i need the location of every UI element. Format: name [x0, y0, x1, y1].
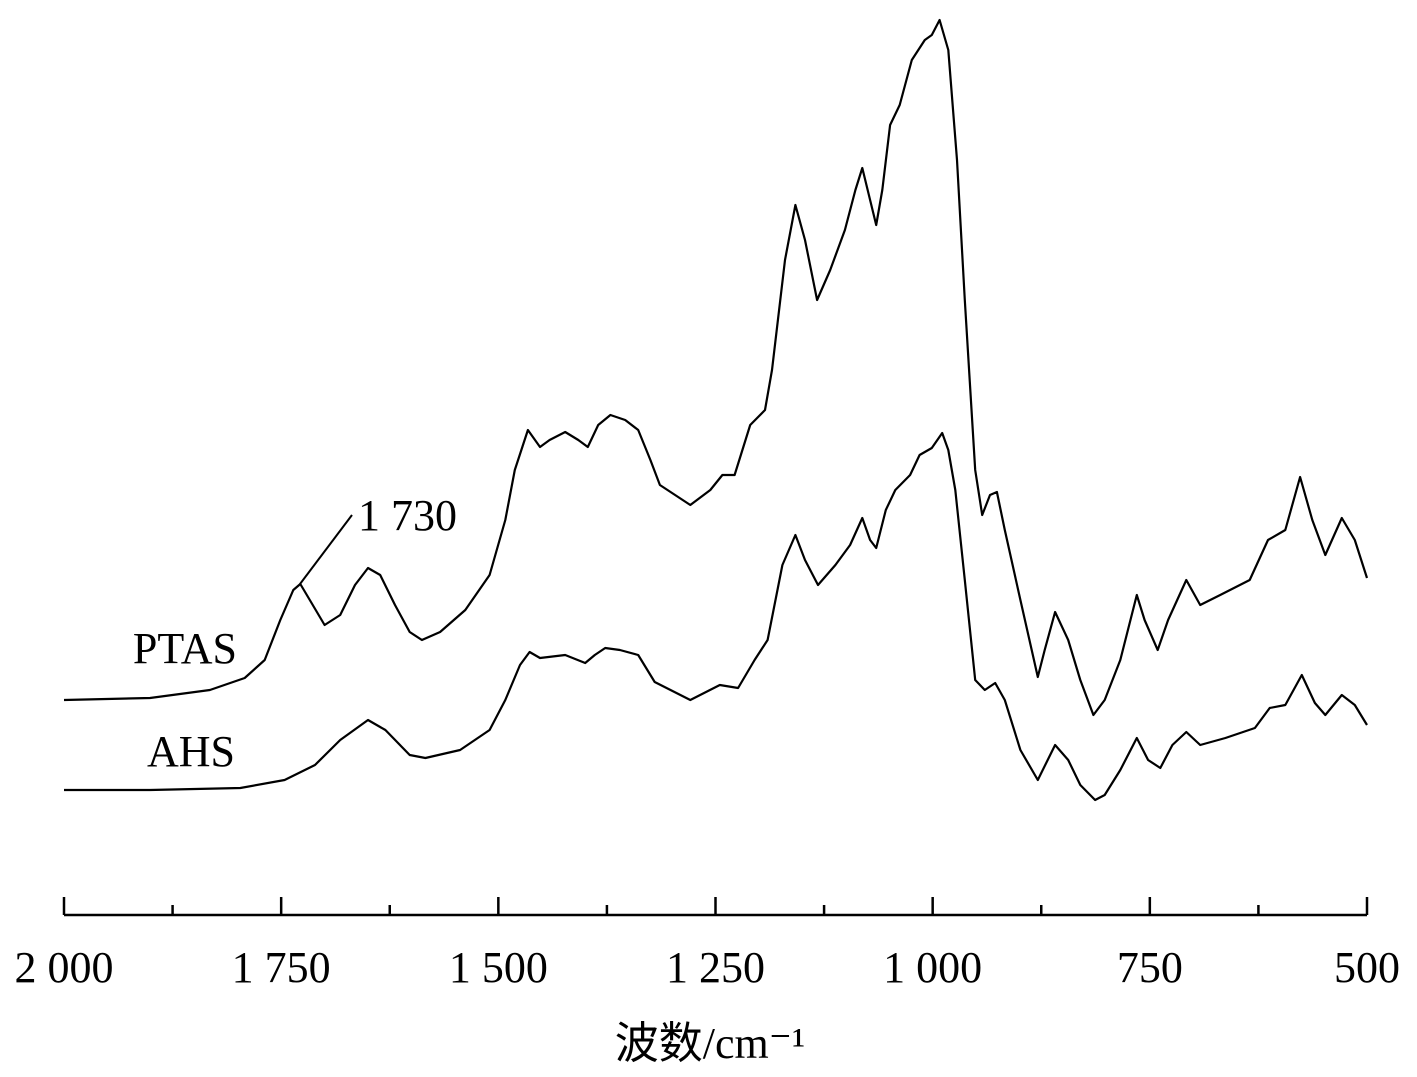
spectrum-line — [63, 18, 1369, 717]
x-tick-label: 1 750 — [232, 943, 331, 992]
series-label: AHS — [147, 727, 235, 776]
x-tick-label: 500 — [1334, 943, 1400, 992]
spectrum-line — [64, 431, 1368, 802]
annotation: 1 730 — [358, 491, 457, 540]
x-tick-label: 750 — [1117, 943, 1183, 992]
series-label: PTAS — [133, 624, 237, 673]
annotation-leader — [299, 514, 353, 585]
x-tick-label: 1 500 — [449, 943, 548, 992]
x-axis-label: 波数/cm⁻¹ — [615, 1019, 805, 1068]
x-tick-label: 1 000 — [883, 943, 982, 992]
x-tick-label: 2 000 — [15, 943, 114, 992]
x-tick-label: 1 250 — [666, 943, 765, 992]
